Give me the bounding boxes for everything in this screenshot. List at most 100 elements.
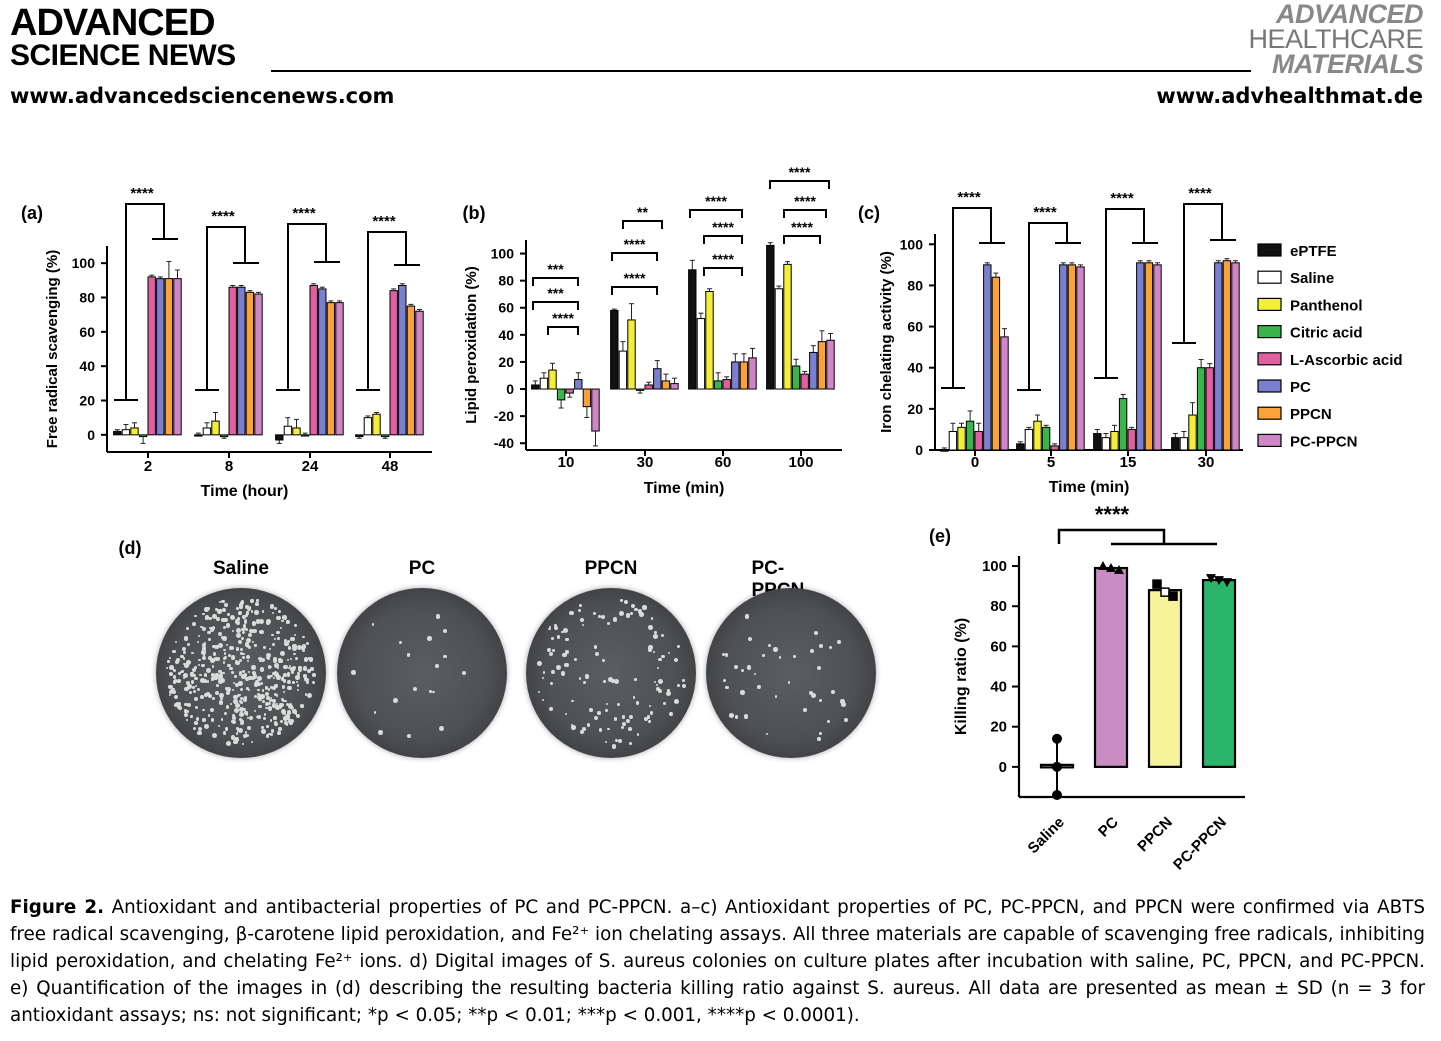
bacterial-colony xyxy=(202,612,205,616)
comparison-bracket xyxy=(689,209,743,218)
bar xyxy=(974,430,983,451)
legend-swatch xyxy=(1257,270,1282,284)
y-tick-label: 20 xyxy=(79,393,95,409)
bacterial-colony xyxy=(643,717,648,722)
bacterial-colony xyxy=(186,702,191,707)
bacterial-colony xyxy=(203,692,209,698)
bacterial-colony xyxy=(244,731,248,734)
bacterial-colony xyxy=(236,607,239,610)
bacterial-colony xyxy=(252,674,258,680)
bacterial-colony xyxy=(271,633,274,637)
bacterial-colony xyxy=(227,653,232,658)
bacterial-colony xyxy=(232,688,235,691)
bacterial-colony xyxy=(242,696,248,702)
bacterial-colony xyxy=(260,694,265,699)
bacterial-colony xyxy=(169,693,172,697)
bacterial-colony xyxy=(183,636,187,640)
bacterial-colony xyxy=(298,665,303,670)
bacterial-colony xyxy=(778,656,781,659)
bacterial-colony xyxy=(254,610,259,615)
bar xyxy=(1110,430,1119,451)
bacterial-colony xyxy=(231,714,235,718)
bacterial-colony xyxy=(217,725,220,728)
bacterial-colony xyxy=(235,660,241,666)
bacterial-colony xyxy=(256,693,260,697)
bacterial-colony xyxy=(270,728,275,733)
bacterial-colony xyxy=(287,685,292,691)
bacterial-colony xyxy=(256,681,261,687)
comparison-stars: ** xyxy=(637,204,648,220)
bar xyxy=(1101,437,1111,451)
bacterial-colony xyxy=(248,645,252,649)
bacterial-colony xyxy=(198,727,203,732)
journal-url[interactable]: www.advhealthmat.de xyxy=(1156,84,1423,108)
bacterial-colony xyxy=(580,730,585,735)
bacterial-colony xyxy=(241,742,245,746)
bacterial-colony xyxy=(614,678,619,684)
bacterial-colony xyxy=(577,608,581,612)
bar xyxy=(138,434,148,438)
bacterial-colony xyxy=(656,686,661,691)
e-data-point xyxy=(1152,579,1162,589)
bacterial-colony xyxy=(195,717,200,721)
bar xyxy=(1041,426,1051,451)
bacterial-colony xyxy=(244,605,249,610)
bacterial-colony xyxy=(177,704,182,709)
bacterial-colony xyxy=(290,707,294,711)
publisher-url[interactable]: www.advancedsciencenews.com xyxy=(10,84,395,108)
bacterial-colony xyxy=(258,656,262,661)
y-tick-label: 0 xyxy=(915,442,923,458)
bacterial-colony xyxy=(722,653,726,657)
bacterial-colony xyxy=(635,700,640,705)
journal-logo: ADVANCED HEALTHCARE MATERIALS xyxy=(1248,1,1423,78)
bar xyxy=(363,417,373,436)
bar xyxy=(147,276,156,436)
bacterial-colony xyxy=(225,686,231,692)
bacterial-colony xyxy=(204,607,209,612)
bacterial-colony xyxy=(234,682,239,687)
bacterial-colony xyxy=(226,613,230,616)
bar xyxy=(817,341,827,390)
caption-label: Figure 2. xyxy=(10,897,105,918)
bacterial-colony xyxy=(194,676,199,681)
bacterial-colony xyxy=(208,638,212,641)
bar xyxy=(389,290,398,436)
e-bar xyxy=(1201,579,1237,768)
bar xyxy=(644,384,653,390)
bacterial-colony xyxy=(254,695,258,699)
bacterial-colony xyxy=(656,683,659,686)
bacterial-colony xyxy=(579,603,583,607)
y-tick-label: 40 xyxy=(498,327,514,343)
bacterial-colony xyxy=(817,737,821,741)
bacterial-colony xyxy=(175,659,180,665)
bacterial-colony xyxy=(593,645,598,649)
e-y-tick-label: 40 xyxy=(990,679,1007,696)
bacterial-colony xyxy=(552,648,556,653)
y-axis-label: Free radical scavenging (%) xyxy=(44,250,61,448)
bacterial-colony xyxy=(239,659,243,663)
bacterial-colony xyxy=(250,740,253,743)
bacterial-colony xyxy=(297,673,301,677)
bar xyxy=(130,427,139,436)
bacterial-colony xyxy=(257,696,263,701)
legend-swatch xyxy=(1257,325,1282,339)
bacterial-colony xyxy=(653,651,656,654)
bacterial-colony xyxy=(406,653,411,657)
bacterial-colony xyxy=(793,654,797,658)
bacterial-colony xyxy=(598,728,603,732)
bacterial-colony xyxy=(242,652,245,656)
bacterial-colony xyxy=(282,710,287,715)
bacterial-colony xyxy=(247,632,252,637)
y-tick-label: 0 xyxy=(506,381,514,397)
bar xyxy=(591,388,600,432)
bacterial-colony xyxy=(756,685,761,690)
bar xyxy=(800,373,809,390)
y-tick-label: 20 xyxy=(498,354,514,370)
bacterial-colony xyxy=(541,676,545,680)
bar xyxy=(957,426,966,451)
bacterial-colony xyxy=(230,735,236,740)
bacterial-colony xyxy=(243,620,248,624)
bacterial-colony xyxy=(168,685,172,689)
bacterial-colony xyxy=(214,644,219,650)
bacterial-colony xyxy=(633,678,637,682)
